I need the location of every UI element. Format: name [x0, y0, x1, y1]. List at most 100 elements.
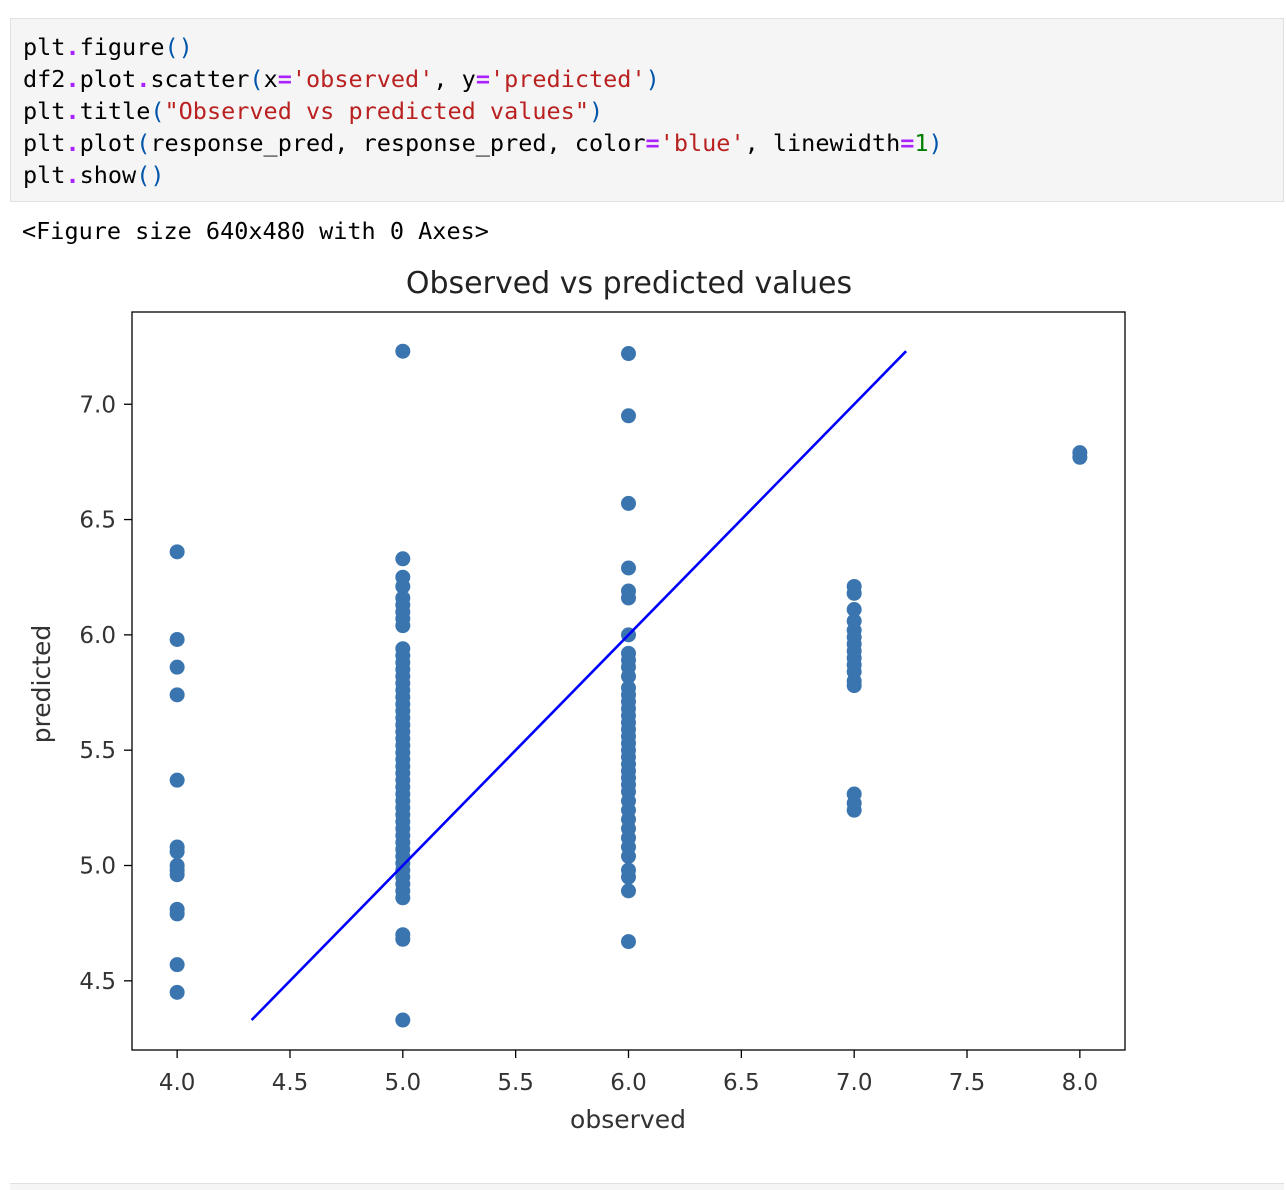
code-token: ( [150, 97, 165, 125]
code-token: title [79, 97, 151, 125]
code-token: df2 [23, 65, 66, 93]
data-point [169, 957, 185, 973]
data-point [621, 668, 636, 684]
y-tick-label: 6.0 [79, 623, 116, 649]
code-token: . [65, 129, 80, 157]
y-tick-label: 6.5 [79, 508, 116, 534]
data-point [169, 844, 185, 860]
data-point [395, 343, 411, 359]
data-point [621, 934, 636, 950]
code-token: . [136, 65, 151, 93]
code-token: ) [588, 97, 604, 125]
code-token: () [136, 161, 165, 189]
data-point [169, 984, 185, 1000]
code-token: , linewidth [744, 129, 901, 157]
data-point [395, 551, 411, 567]
data-point [395, 931, 411, 947]
code-token: ) [645, 65, 660, 93]
code-token: ( [249, 65, 264, 93]
code-token: response_pred, response_pred, color [150, 129, 646, 157]
y-tick-label: 5.5 [79, 738, 116, 764]
data-point [621, 560, 636, 576]
data-point [621, 346, 636, 362]
code-token: plt [23, 97, 66, 125]
y-axis-ticks: 4.5 5.0 5.5 6.0 6.5 7.0 [79, 392, 132, 995]
code-line: plt.plot(response_pred, response_pred, c… [23, 127, 943, 159]
code-token: 'blue' [659, 129, 745, 157]
x-tick-label: 6.5 [723, 1070, 760, 1096]
data-point [621, 869, 636, 885]
fit-line [250, 350, 908, 1021]
x-tick-label: 5.0 [385, 1070, 422, 1096]
code-token: = [900, 129, 915, 157]
code-token: . [65, 97, 80, 125]
data-point [169, 544, 185, 560]
data-point [395, 1012, 411, 1028]
data-point [1072, 449, 1088, 465]
y-tick-label: 5.0 [79, 854, 116, 880]
data-point [169, 631, 185, 647]
data-point [621, 883, 636, 899]
plot-title: Observed vs predicted values [406, 266, 852, 301]
x-tick-label: 6.0 [610, 1070, 647, 1096]
code-token: 'observed' [291, 65, 434, 93]
code-token: 'predicted' [489, 65, 646, 93]
y-axis-label: predicted [27, 625, 56, 744]
code-token: scatter [150, 65, 250, 93]
points-layer [169, 343, 1088, 1028]
code-line: plt.show() [23, 159, 165, 191]
code-token: . [65, 65, 80, 93]
code-token: ) [928, 129, 943, 157]
data-point [395, 578, 411, 594]
data-point [169, 867, 185, 883]
data-point [395, 890, 411, 906]
y-tick-label: 4.5 [79, 969, 116, 995]
code-token: . [65, 33, 80, 61]
code-token: plot [79, 65, 137, 93]
x-axis-ticks: 4.0 4.5 5.0 5.5 6.0 6.5 7.0 7.5 8.0 [159, 1050, 1098, 1096]
data-point [846, 678, 862, 694]
data-point [395, 618, 411, 634]
code-token: plot [79, 129, 137, 157]
data-point [846, 602, 862, 618]
data-point [846, 802, 862, 818]
code-line: df2.plot.scatter(x='observed', y='predic… [23, 63, 660, 95]
code-line: plt.title("Observed vs predicted values"… [23, 95, 603, 127]
data-point [621, 408, 636, 424]
code-cell[interactable]: plt.figure() df2.plot.scatter(x='observe… [10, 18, 1284, 202]
data-point [169, 687, 185, 703]
data-point [621, 495, 636, 511]
x-tick-label: 4.5 [272, 1070, 309, 1096]
code-token: 1 [914, 129, 929, 157]
code-token: plt [23, 161, 66, 189]
code-token: , y [433, 65, 476, 93]
x-tick-label: 4.0 [159, 1070, 196, 1096]
figure-size-output: <Figure size 640x480 with 0 Axes> [22, 217, 489, 245]
code-token: plt [23, 129, 66, 157]
code-token: () [164, 33, 193, 61]
x-tick-label: 5.5 [497, 1070, 534, 1096]
code-line: plt.figure() [23, 31, 193, 63]
x-tick-label: 8.0 [1062, 1070, 1099, 1096]
code-token: = [277, 65, 292, 93]
y-tick-label: 7.0 [79, 392, 116, 418]
code-token: ( [136, 129, 151, 157]
line-layer [250, 350, 908, 1021]
code-token: x [263, 65, 278, 93]
code-token: plt [23, 33, 66, 61]
code-token: show [79, 161, 137, 189]
data-point [621, 590, 636, 606]
data-point [169, 659, 185, 675]
code-token: figure [79, 33, 165, 61]
data-point [846, 585, 862, 601]
next-code-cell[interactable] [10, 1183, 1284, 1190]
data-point [169, 772, 185, 788]
code-token: "Observed vs predicted values" [164, 97, 589, 125]
x-tick-label: 7.0 [836, 1070, 873, 1096]
code-token: = [475, 65, 490, 93]
x-tick-label: 7.5 [949, 1070, 986, 1096]
x-axis-label: observed [570, 1105, 686, 1134]
code-token: = [645, 129, 660, 157]
data-point [621, 848, 636, 864]
